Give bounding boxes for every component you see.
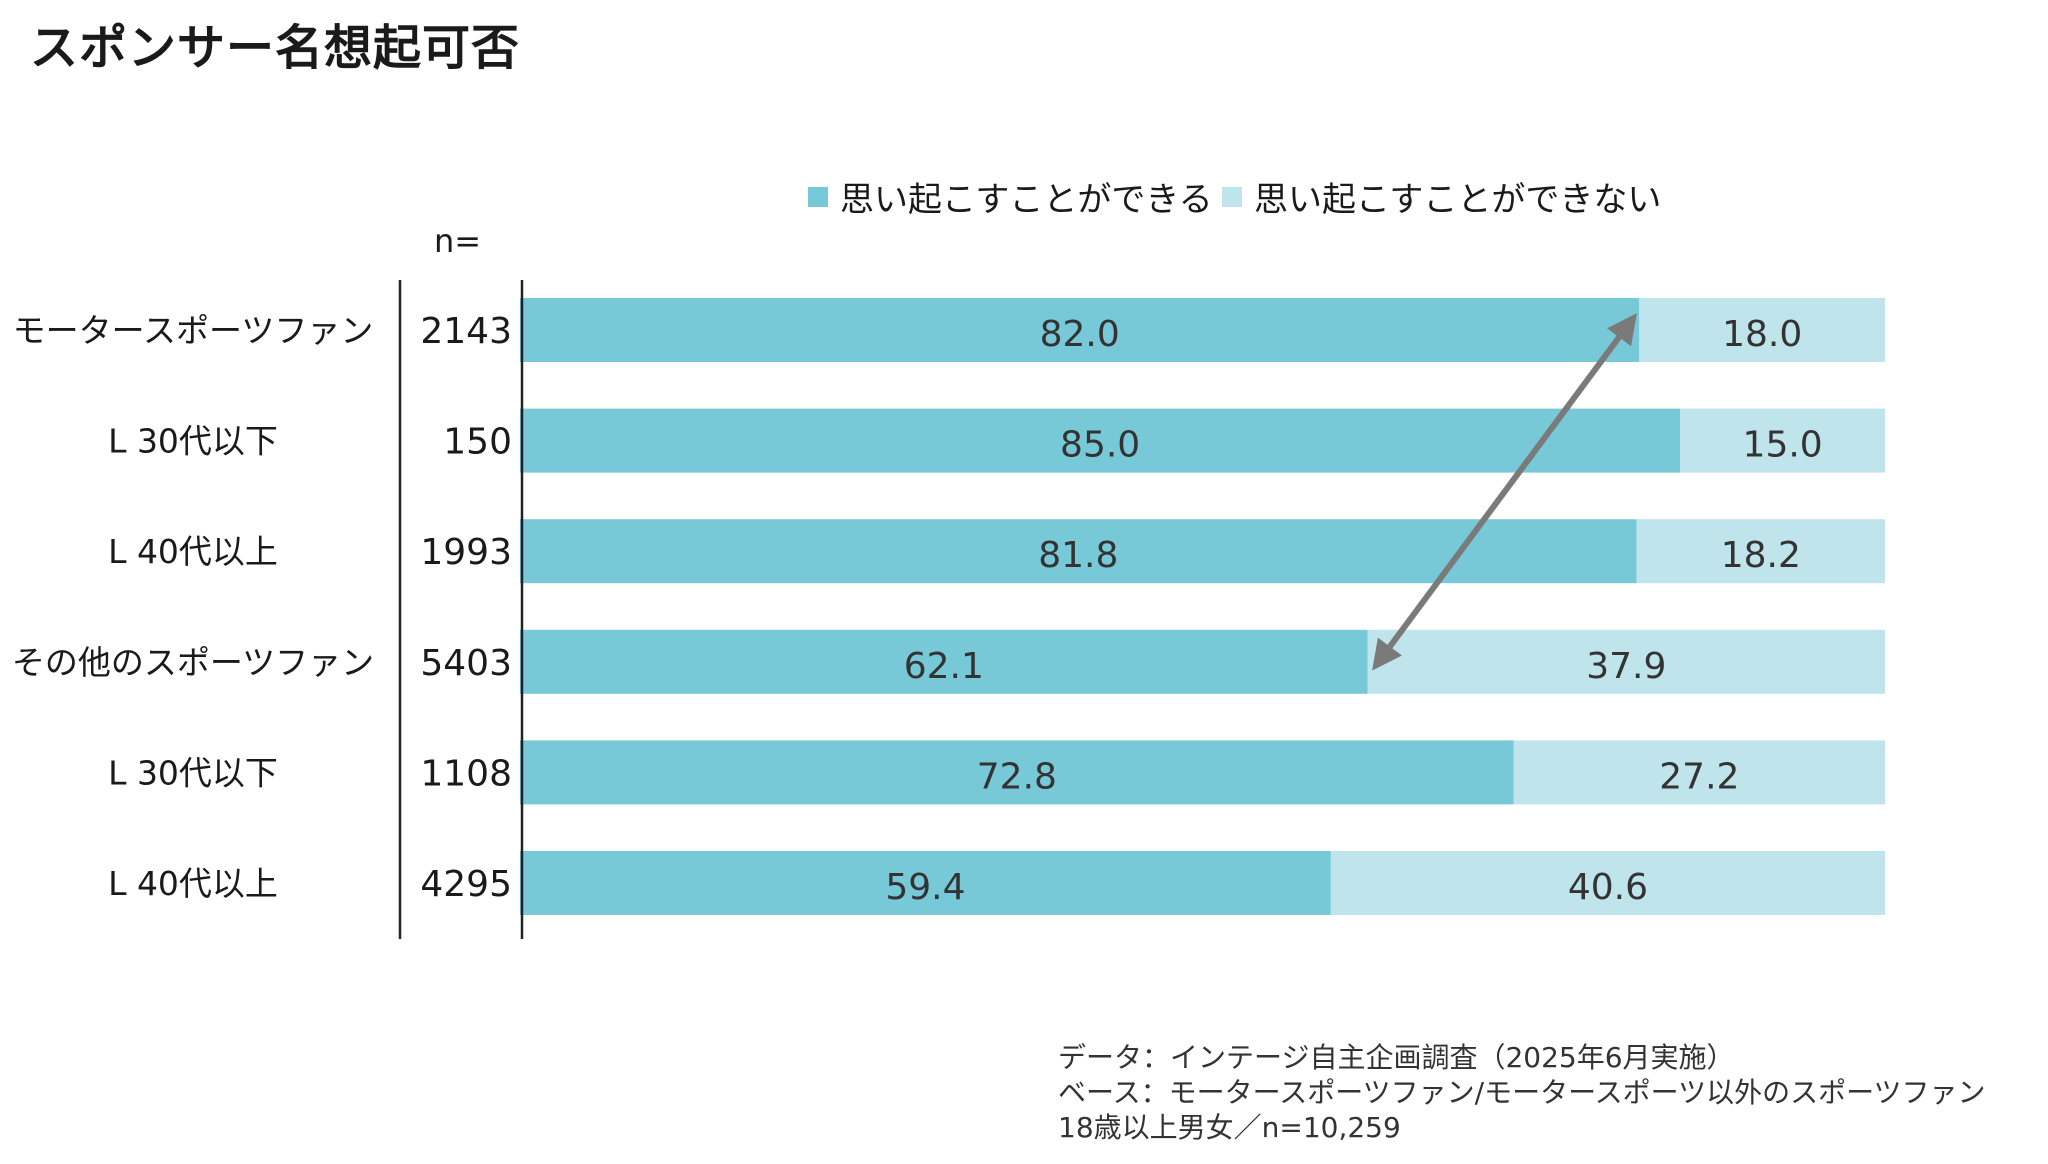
category-label: その他のスポーツファン [12,643,374,682]
footnote-data-source: データ：インテージ自主企画調査（2025年6月実施） [1058,1041,1735,1074]
bar-cannot-recall [1330,851,1885,915]
data-label-can-recall: 62.1 [904,646,984,687]
data-label-cannot-recall: 15.0 [1743,425,1823,466]
legend-swatch-can-recall [808,186,828,207]
bar-can-recall [520,851,1331,915]
data-label-can-recall: 85.0 [1060,425,1140,466]
n-value: 150 [443,422,512,463]
category-label: L 30代以下 [108,753,278,792]
footnote: データ：インテージ自主企画調査（2025年6月実施） ベース：モータースポーツフ… [1058,1040,1986,1145]
data-label-cannot-recall: 18.0 [1722,314,1802,355]
data-label-can-recall: 82.0 [1040,314,1120,355]
bar-can-recall [520,740,1514,805]
legend-item-cannot-recall: 思い起こすことができない [1222,172,1661,221]
legend-swatch-cannot-recall [1222,186,1242,207]
n-value: 2143 [420,311,512,352]
data-label-can-recall: 59.4 [885,867,965,908]
bar-cannot-recall [1639,298,1885,362]
legend-label-cannot-recall: 思い起こすことができない [1254,180,1662,220]
legend-item-can-recall: 思い起こすことができる [808,172,1213,221]
page-title: スポンサー名想起可否 [30,20,521,76]
chart-legend: 思い起こすことができる 思い起こすことができない [0,172,2048,222]
data-label-cannot-recall: 27.2 [1659,756,1739,797]
n-value: 5403 [420,643,512,684]
category-label: L 40代以上 [108,532,278,571]
legend-label-can-recall: 思い起こすことができる [840,180,1213,220]
data-label-can-recall: 72.8 [977,756,1057,797]
category-label: モータースポーツファン [13,311,374,350]
data-label-cannot-recall: 40.6 [1568,867,1648,908]
n-value: 4295 [420,864,512,905]
category-label: L 30代以下 [108,422,278,461]
n-header: n= [434,222,482,260]
bar-cannot-recall [1513,740,1885,805]
bar-cannot-recall [1636,519,1885,584]
data-label-cannot-recall: 37.9 [1586,646,1666,687]
category-label: L 40代以上 [108,864,278,903]
n-value: 1108 [420,753,512,794]
footnote-sample: 18歳以上男女／n=10,259 [1058,1111,1401,1144]
comparison-double-arrow [1372,313,1637,671]
data-label-can-recall: 81.8 [1038,535,1118,576]
bar-can-recall [520,629,1368,694]
data-label-cannot-recall: 18.2 [1721,535,1801,576]
n-value: 1993 [420,532,512,573]
footnote-base: ベース：モータースポーツファン/モータースポーツ以外のスポーツファン [1058,1076,1986,1109]
bar-cannot-recall [1680,408,1885,473]
